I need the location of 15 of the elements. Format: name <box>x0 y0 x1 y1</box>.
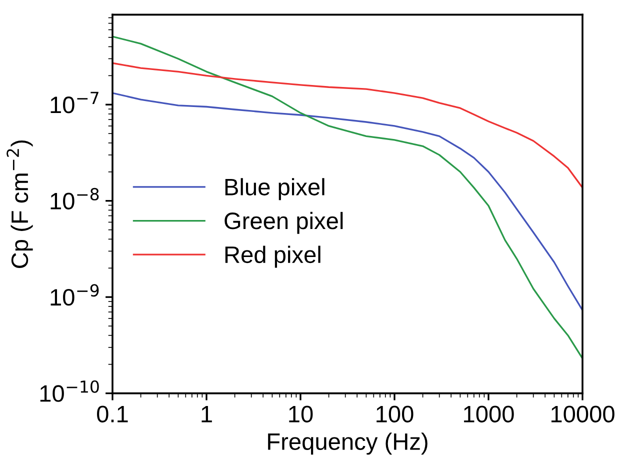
x-tick-label: 1 <box>202 406 212 422</box>
y-tick-label: 10$^{−10}$ <box>40 380 99 402</box>
y-tick-label: 10$^{−8}$ <box>50 188 99 210</box>
legend-label: Green pixel <box>224 212 343 234</box>
y-tick-label: 10$^{−9}$ <box>50 284 99 306</box>
x-tick-label: 10 <box>289 406 313 422</box>
x-tick-label: 0.1 <box>97 406 128 422</box>
x-tick-label: 10000 <box>551 406 614 422</box>
y-axis-title: Cp (F cm$^{−2}$) <box>6 140 33 268</box>
x-tick-label: 100 <box>376 406 414 422</box>
x-tick-label: 1000 <box>464 406 514 422</box>
y-tick-label: 10$^{−7}$ <box>50 92 98 114</box>
x-axis-title: Frequency (Hz) <box>268 432 428 455</box>
legend-label: Red pixel <box>225 246 320 268</box>
legend-label: Blue pixel <box>225 178 324 200</box>
